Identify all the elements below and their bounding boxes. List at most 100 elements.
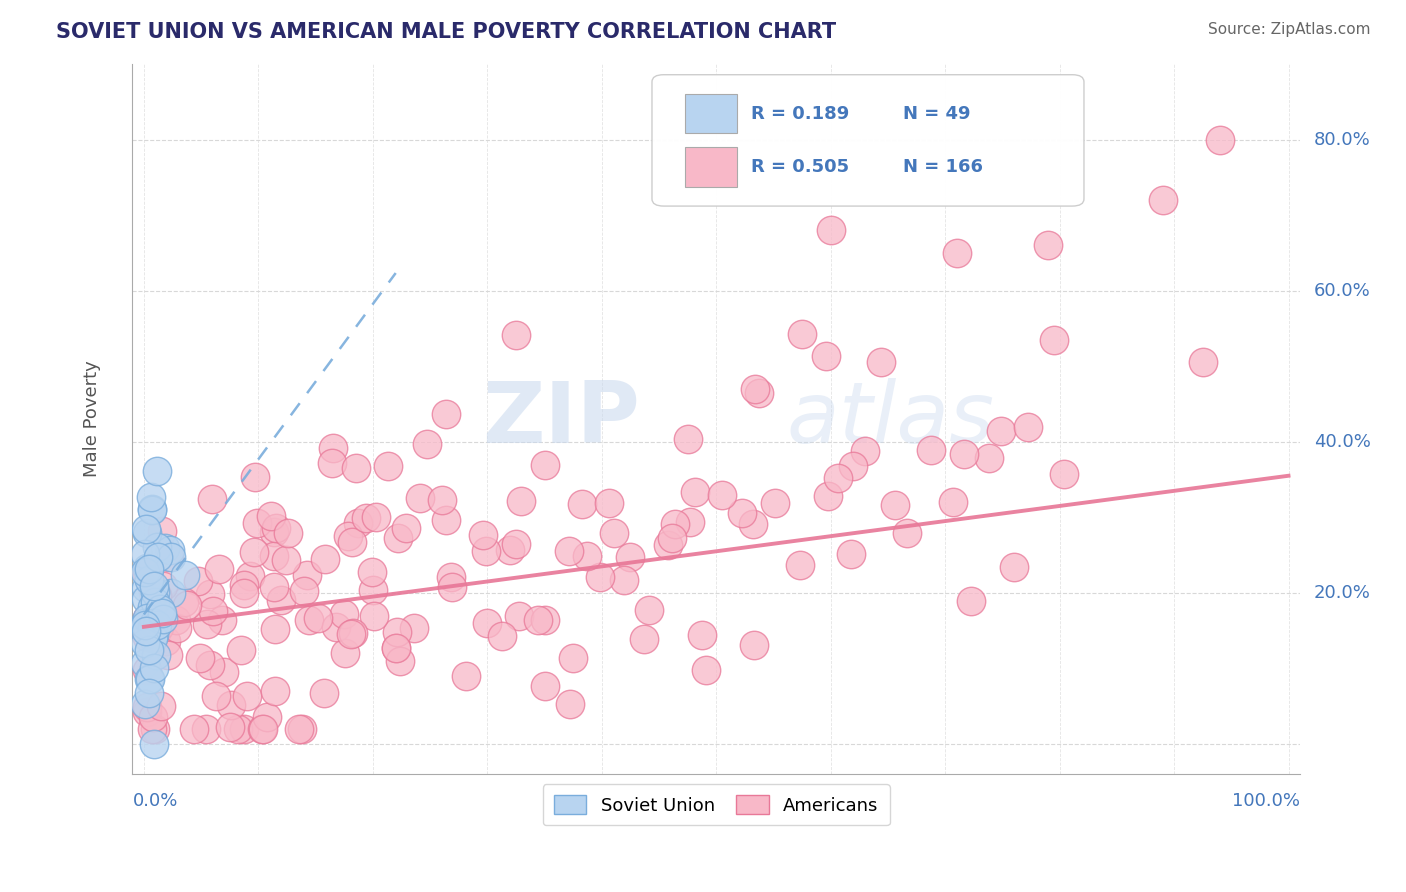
Text: R = 0.505: R = 0.505 xyxy=(751,158,849,176)
Point xyxy=(312,686,335,700)
Point xyxy=(333,607,356,621)
Point xyxy=(143,595,166,609)
Point xyxy=(200,587,222,601)
Text: 80.0%: 80.0% xyxy=(1315,130,1371,149)
Point xyxy=(1043,333,1066,347)
Point xyxy=(377,458,399,473)
Point xyxy=(827,471,849,485)
Point xyxy=(231,642,253,657)
Point xyxy=(896,525,918,540)
Point xyxy=(1152,193,1174,207)
Point xyxy=(571,497,593,511)
Point xyxy=(148,620,170,634)
Point xyxy=(141,490,163,504)
Point xyxy=(153,541,176,556)
Text: 100.0%: 100.0% xyxy=(1232,792,1301,810)
Point xyxy=(1002,559,1025,574)
Point xyxy=(454,669,477,683)
Point xyxy=(138,573,160,587)
Point xyxy=(385,624,408,639)
Point xyxy=(149,699,172,714)
Point xyxy=(141,722,163,736)
Point xyxy=(558,697,581,711)
Point xyxy=(508,609,530,624)
Point xyxy=(395,521,418,535)
Point xyxy=(432,492,454,507)
Point xyxy=(149,602,172,616)
Point xyxy=(387,531,409,545)
Point xyxy=(136,705,159,719)
Point xyxy=(298,613,321,627)
Point xyxy=(143,737,166,751)
Point xyxy=(146,540,169,554)
Point xyxy=(499,543,522,558)
Point xyxy=(138,561,160,575)
Point xyxy=(742,516,765,531)
Point xyxy=(1209,133,1232,147)
Point xyxy=(134,615,156,630)
Point xyxy=(664,517,686,532)
Point xyxy=(292,584,315,599)
Point xyxy=(152,611,174,625)
Point xyxy=(945,246,967,260)
Point xyxy=(441,580,464,594)
Point xyxy=(145,624,167,638)
Point xyxy=(232,586,254,600)
Point xyxy=(264,684,287,698)
Point xyxy=(335,646,357,660)
Point xyxy=(853,443,876,458)
Point xyxy=(884,498,907,512)
Point xyxy=(136,566,159,580)
Point xyxy=(226,722,249,736)
Point xyxy=(763,496,786,510)
Point xyxy=(142,709,165,723)
Point xyxy=(252,722,274,736)
Point xyxy=(143,627,166,641)
Point xyxy=(526,613,548,627)
Point xyxy=(263,525,285,540)
Point xyxy=(143,722,166,736)
Point xyxy=(219,720,242,734)
Point xyxy=(960,593,983,607)
Point xyxy=(232,722,254,736)
Point xyxy=(588,570,610,584)
Point xyxy=(233,578,256,592)
Point xyxy=(842,459,865,474)
Point xyxy=(159,550,181,565)
Point xyxy=(870,354,893,368)
Point xyxy=(183,722,205,736)
Point xyxy=(346,516,368,531)
Point xyxy=(263,622,285,636)
Point xyxy=(990,424,1012,438)
Point xyxy=(136,700,159,714)
Text: N = 166: N = 166 xyxy=(903,158,983,176)
FancyBboxPatch shape xyxy=(685,95,737,133)
Point xyxy=(679,515,702,529)
Point xyxy=(404,621,426,635)
Point xyxy=(1053,467,1076,481)
Point xyxy=(344,461,367,475)
Point xyxy=(236,689,259,703)
Text: 40.0%: 40.0% xyxy=(1315,433,1371,450)
Point xyxy=(336,529,359,543)
Point xyxy=(139,622,162,636)
Point xyxy=(135,522,157,536)
Point xyxy=(953,447,976,461)
Point xyxy=(633,632,655,646)
Point xyxy=(384,641,406,656)
Point xyxy=(685,484,707,499)
Point xyxy=(1017,420,1039,434)
Point xyxy=(135,611,157,625)
Text: 60.0%: 60.0% xyxy=(1315,282,1371,300)
Point xyxy=(239,568,262,582)
Point xyxy=(211,613,233,627)
Point xyxy=(440,570,463,584)
Point xyxy=(159,586,181,600)
Point xyxy=(152,524,174,539)
Point xyxy=(561,650,583,665)
Point xyxy=(340,627,363,641)
Point xyxy=(613,573,636,587)
Point xyxy=(263,549,285,563)
Point xyxy=(274,553,297,567)
Point xyxy=(1036,238,1059,252)
